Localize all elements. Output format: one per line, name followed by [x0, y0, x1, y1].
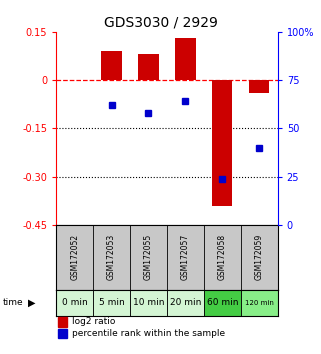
Bar	[249, 80, 269, 93]
Text: 5 min: 5 min	[99, 298, 125, 307]
Text: time: time	[3, 298, 24, 307]
Text: 10 min: 10 min	[133, 298, 164, 307]
Text: 120 min: 120 min	[245, 299, 273, 306]
Text: GSM172052: GSM172052	[70, 234, 79, 280]
Bar	[241, 290, 278, 316]
Text: GSM172053: GSM172053	[107, 234, 116, 280]
Text: log2 ratio: log2 ratio	[72, 318, 115, 326]
Bar	[58, 318, 67, 326]
Bar	[56, 290, 93, 316]
Bar	[58, 329, 67, 338]
Text: GDS3030 / 2929: GDS3030 / 2929	[104, 16, 217, 30]
Text: 20 min: 20 min	[170, 298, 201, 307]
Text: ▶: ▶	[28, 298, 36, 308]
Bar	[175, 38, 195, 80]
Bar	[130, 290, 167, 316]
Text: GSM172059: GSM172059	[255, 234, 264, 280]
Text: GSM172057: GSM172057	[181, 234, 190, 280]
Text: GSM172058: GSM172058	[218, 234, 227, 280]
Text: GSM172055: GSM172055	[144, 234, 153, 280]
Bar	[212, 80, 232, 206]
Text: 0 min: 0 min	[62, 298, 88, 307]
Bar	[93, 290, 130, 316]
Text: 60 min: 60 min	[206, 298, 238, 307]
Bar	[204, 290, 241, 316]
Bar	[101, 51, 122, 80]
Text: percentile rank within the sample: percentile rank within the sample	[72, 329, 225, 338]
Bar	[167, 290, 204, 316]
Bar	[138, 55, 159, 80]
